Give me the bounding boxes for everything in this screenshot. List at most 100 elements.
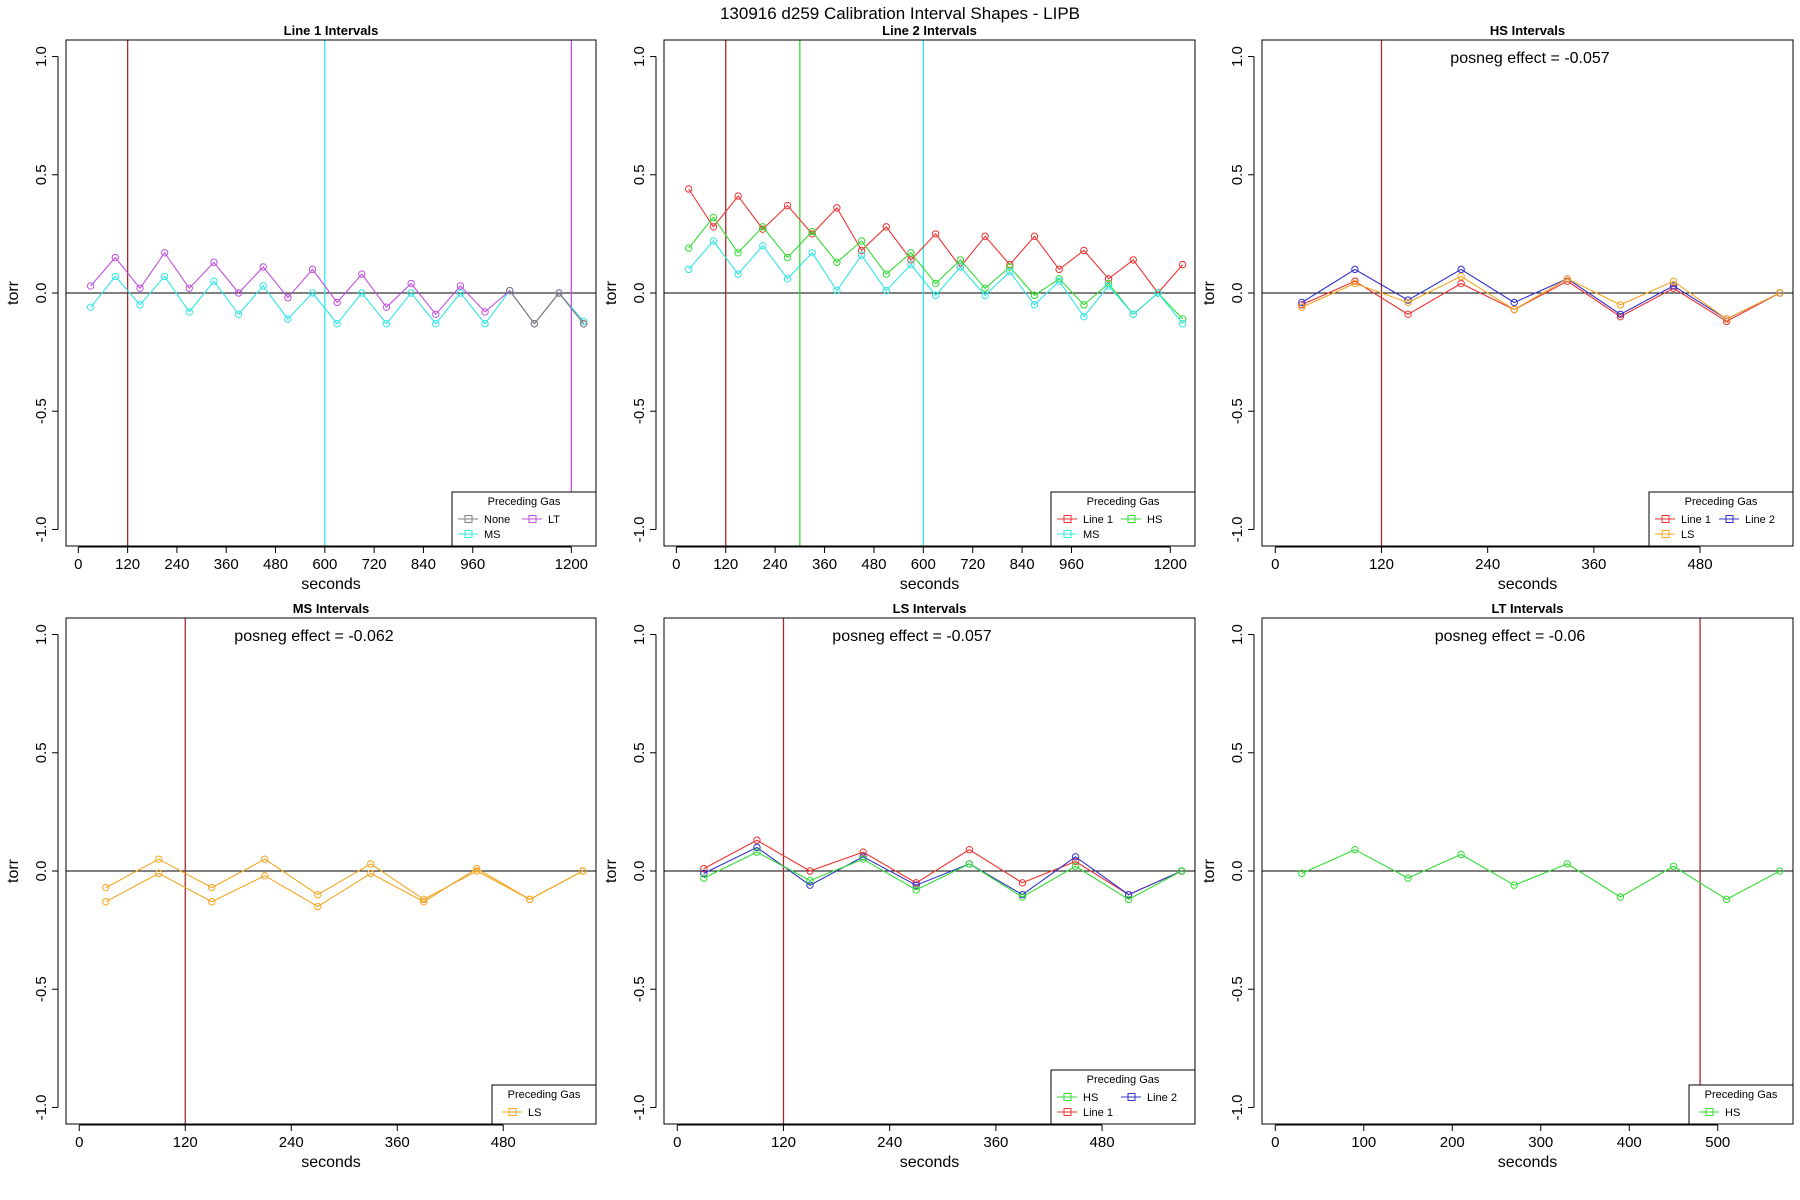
x-tick-label: 200 xyxy=(1440,1134,1465,1151)
data-point xyxy=(358,289,366,297)
data-point xyxy=(111,253,120,262)
panel-title: Line 2 Intervals xyxy=(882,23,977,38)
y-axis-label: torr xyxy=(1201,280,1218,305)
data-point xyxy=(481,320,489,328)
legend-swatch-marker xyxy=(1127,515,1136,523)
series-line xyxy=(703,851,1182,901)
x-tick-label: 0 xyxy=(74,556,82,573)
plot-frame xyxy=(663,39,1196,547)
data-point xyxy=(530,320,539,328)
data-point xyxy=(857,237,866,245)
legend-item-label: LS xyxy=(1681,529,1694,541)
data-point xyxy=(1404,310,1412,318)
data-point xyxy=(1071,853,1080,861)
panel-1: Line 1 Intervals -1.0 -0.5 0.0 0.5 1.0 torr 0 12… xyxy=(5,23,597,593)
x-tick-label: 240 xyxy=(877,1134,902,1151)
data-point xyxy=(1124,895,1133,904)
data-point xyxy=(210,277,218,285)
data-point xyxy=(1178,260,1187,269)
y-tick-label: -0.5 xyxy=(33,976,50,1002)
plot-frame xyxy=(663,617,1196,1125)
data-point xyxy=(806,881,814,889)
data-point xyxy=(1018,879,1027,887)
data-point xyxy=(1154,289,1162,297)
data-point xyxy=(833,258,841,266)
data-point xyxy=(1722,895,1731,904)
x-tick-label: 240 xyxy=(279,1134,304,1151)
x-tick-label: 360 xyxy=(983,1134,1008,1151)
data-point xyxy=(965,860,974,868)
x-tick-label: 360 xyxy=(1581,556,1606,573)
legend-title: Preceding Gas xyxy=(1087,496,1160,508)
x-tick-label: 600 xyxy=(911,556,936,573)
data-point xyxy=(308,289,317,297)
data-point xyxy=(420,898,428,906)
x-axis-label: seconds xyxy=(1498,1154,1558,1171)
data-point xyxy=(1298,869,1306,878)
legend-item-label: None xyxy=(484,514,510,526)
panel-5: LS Intervals -1.0 -0.5 0.0 0.5 1.0 torr 0 120 240… xyxy=(603,601,1196,1171)
data-point xyxy=(1404,874,1412,882)
y-tick-label: 0.0 xyxy=(631,283,648,304)
data-point xyxy=(407,289,415,297)
y-tick-label: -0.5 xyxy=(1229,976,1246,1002)
data-point xyxy=(956,256,965,264)
data-point xyxy=(1055,265,1063,274)
y-tick-label: 0.5 xyxy=(631,164,648,185)
legend-item-label: LS xyxy=(528,1107,541,1119)
y-tick-label: 0.5 xyxy=(631,742,648,763)
data-point xyxy=(555,289,563,297)
legend: Preceding Gas HS xyxy=(1688,1084,1794,1125)
data-point xyxy=(160,272,169,281)
series-line xyxy=(105,858,584,901)
data-point xyxy=(700,864,708,873)
data-point xyxy=(753,843,761,852)
y-tick-label: -1.0 xyxy=(33,517,50,543)
x-tick-label: 0 xyxy=(1271,556,1279,573)
legend-item-label: LT xyxy=(548,514,560,526)
data-point xyxy=(1298,301,1306,309)
data-point xyxy=(261,855,269,863)
data-point xyxy=(111,272,120,281)
y-tick-label: 1.0 xyxy=(33,624,50,645)
series-line xyxy=(105,867,584,908)
data-point xyxy=(314,890,322,899)
series-line xyxy=(1301,268,1780,320)
legend-swatch-marker xyxy=(464,515,473,523)
y-tick-label: -1.0 xyxy=(1229,517,1246,543)
x-tick-label: 480 xyxy=(491,1134,516,1151)
data-point xyxy=(259,282,267,290)
legend-swatch-marker xyxy=(1661,530,1670,538)
legend-item-label: Line 2 xyxy=(1745,514,1775,526)
data-point xyxy=(86,282,95,290)
data-point xyxy=(1722,315,1731,323)
data-point xyxy=(1616,301,1625,309)
x-tick-label: 480 xyxy=(263,556,288,573)
data-point xyxy=(857,251,866,259)
data-point xyxy=(700,869,708,878)
legend-swatch-marker xyxy=(464,530,473,538)
y-axis-label: torr xyxy=(5,280,22,305)
x-tick-label: 240 xyxy=(164,556,189,573)
x-tick-label: 480 xyxy=(1688,556,1713,573)
data-point xyxy=(700,874,708,882)
x-axis-label: seconds xyxy=(301,576,361,593)
data-point xyxy=(314,902,322,911)
data-point xyxy=(912,881,920,889)
data-point xyxy=(1124,890,1133,899)
data-point xyxy=(473,864,481,873)
y-tick-label: -0.5 xyxy=(631,398,648,424)
x-tick-label: 600 xyxy=(312,556,337,573)
data-point xyxy=(1457,265,1465,274)
posneg-annotation: posneg effect = -0.06 xyxy=(1435,628,1586,645)
y-tick-label: 1.0 xyxy=(1229,46,1246,67)
series-line xyxy=(1301,275,1780,320)
data-point xyxy=(1669,277,1678,285)
x-tick-label: 120 xyxy=(713,556,738,573)
data-point xyxy=(208,898,216,906)
data-point xyxy=(1351,277,1359,285)
series-line xyxy=(90,251,585,325)
legend-item-label: Line 1 xyxy=(1083,1107,1113,1119)
data-point xyxy=(808,227,816,236)
